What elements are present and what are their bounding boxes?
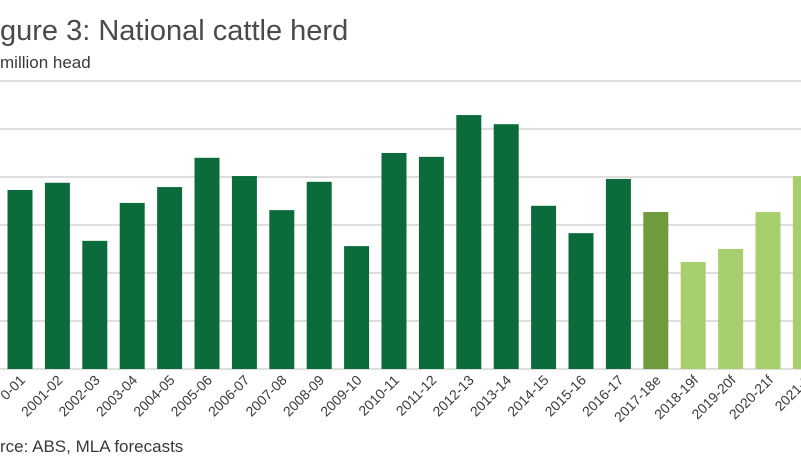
- x-tick-label: 2010-11: [355, 372, 402, 419]
- x-tick-label: 2021-2: [771, 372, 801, 414]
- bar: [231, 176, 257, 369]
- bar: [456, 115, 482, 369]
- bar: [568, 233, 594, 369]
- chart-source: rce: ABS, MLA forecasts: [0, 437, 183, 456]
- x-tick-label: 0-01: [0, 372, 28, 403]
- bar: [418, 156, 444, 369]
- bar: [680, 261, 706, 369]
- bar: [718, 249, 744, 369]
- bar: [306, 181, 332, 369]
- chart-title: gure 3: National cattle herd: [0, 15, 348, 47]
- bar: [194, 157, 220, 369]
- bar: [605, 178, 631, 369]
- bar: [381, 153, 407, 369]
- bar: [344, 246, 370, 369]
- bar: [643, 212, 669, 369]
- bar: [792, 176, 801, 369]
- bar: [119, 202, 145, 369]
- bar: [82, 240, 108, 369]
- bar: [755, 212, 781, 369]
- chart-subtitle: million head: [0, 53, 91, 72]
- bar: [7, 189, 33, 369]
- bar: [269, 210, 295, 369]
- bar: [44, 182, 70, 369]
- bar: [531, 205, 557, 369]
- bar: [493, 124, 519, 369]
- x-tick-label: 2009-10: [317, 372, 365, 420]
- bar: [157, 187, 183, 369]
